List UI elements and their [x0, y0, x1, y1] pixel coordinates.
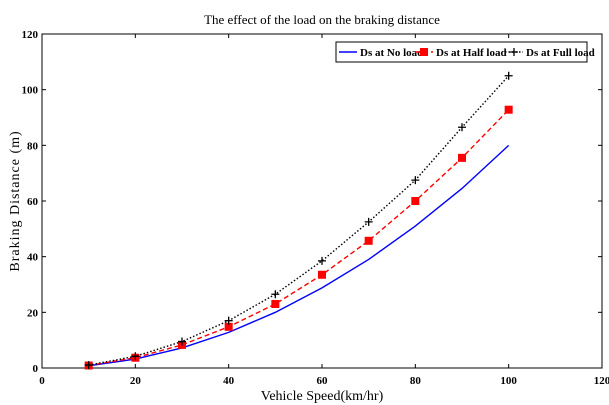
data-point — [84, 361, 93, 370]
x-tick-label: 80 — [410, 375, 422, 387]
data-point — [178, 337, 186, 346]
series-1 — [88, 144, 510, 367]
data-point — [364, 217, 373, 226]
x-tick-label: 60 — [317, 375, 329, 387]
series-line — [88, 144, 510, 367]
data-point — [458, 153, 466, 162]
x-axis-ticks: 0 20 40 60 80 100 120 — [39, 34, 609, 387]
y-tick-label: 60 — [27, 196, 39, 208]
x-tick-label: 40 — [223, 375, 235, 387]
x-tick-label: 0 — [39, 375, 45, 387]
legend: Ds at No load Ds at Half load Ds at Full l… — [335, 41, 595, 63]
series-2 — [84, 105, 513, 370]
y-axis-ticks: 0 20 40 60 80 100 120 — [22, 29, 602, 375]
series-3 — [84, 71, 513, 370]
y-tick-label: 20 — [27, 307, 39, 319]
legend-entry-label: Ds at Half load — [436, 47, 507, 59]
data-point — [271, 299, 280, 308]
legend-swatch-marker — [510, 48, 518, 56]
data-point — [364, 236, 373, 245]
data-point — [411, 197, 420, 205]
x-tick-label: 100 — [500, 375, 517, 387]
y-tick-label: 80 — [27, 140, 39, 152]
data-point — [131, 352, 140, 361]
series-layer — [84, 71, 513, 370]
legend-box — [335, 41, 588, 63]
data-point — [411, 176, 420, 185]
legend-swatch-marker — [420, 48, 428, 56]
y-tick-label: 40 — [27, 252, 39, 264]
y-tick-label: 100 — [22, 85, 39, 97]
data-point — [271, 290, 280, 299]
series-line — [88, 75, 510, 366]
x-tick-label: 120 — [594, 375, 609, 387]
x-axis-label: Vehicle Speed(km/hr) — [261, 389, 384, 404]
y-axis-label: Braking Distance (m) — [8, 130, 23, 271]
legend-entry-label: Ds at No load — [360, 47, 423, 59]
legend-entry-label: Ds at Full load — [526, 47, 595, 59]
data-point — [318, 256, 326, 265]
data-point — [504, 71, 513, 80]
data-point — [458, 123, 466, 132]
y-tick-label: 120 — [22, 29, 39, 41]
data-point — [504, 105, 513, 114]
data-point — [224, 316, 233, 325]
data-point — [318, 270, 326, 279]
y-tick-label: 0 — [33, 363, 39, 375]
series-line — [88, 109, 510, 367]
plot-frame — [41, 33, 603, 369]
x-tick-label: 20 — [130, 375, 142, 387]
chart-title: The effect of the load on the braking di… — [204, 12, 440, 27]
